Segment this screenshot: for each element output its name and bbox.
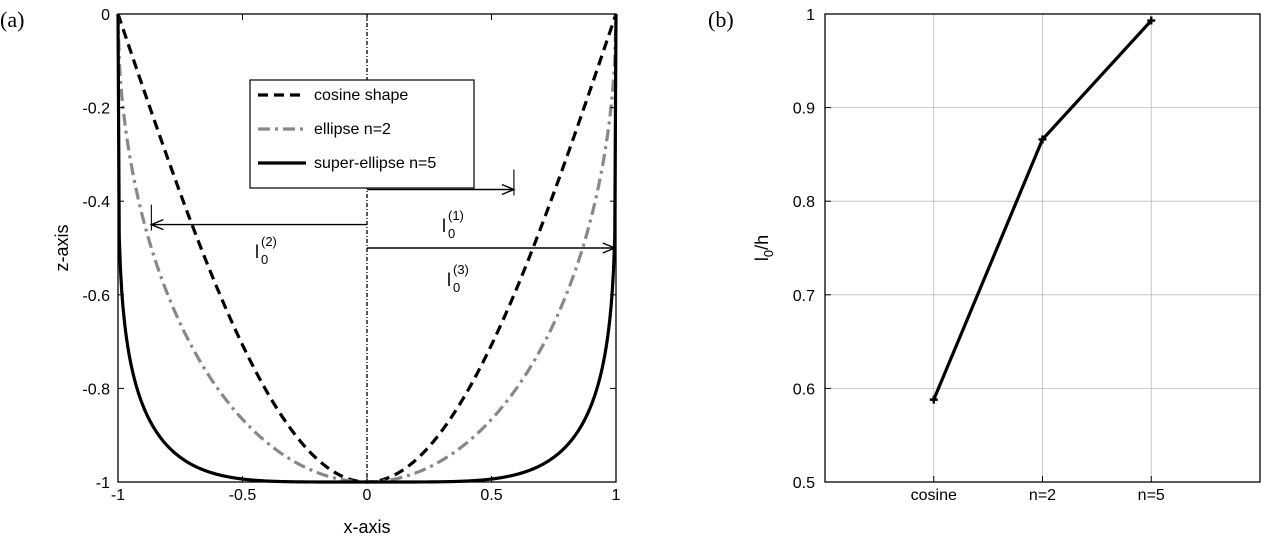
x-axis-label: x-axis [343,517,390,537]
y-axis-label: z-axis [52,224,72,271]
annotation-label-1: l [442,216,446,236]
x-tick-label: cosine [911,487,957,504]
y-tick-label: -0.2 [82,101,110,118]
legend-entry-3: super-ellipse n=5 [314,155,436,172]
annotation-label-3: l [447,270,451,290]
x-tick-label: n=5 [1138,487,1165,504]
y-tick-label: -0.6 [82,288,110,305]
x-tick-label: 0 [363,487,372,504]
chart-b: cosine n=2 n=5 0.5 0.6 0.7 0.8 0.9 1 l0/h [752,7,1261,504]
annotation-sup-2: (2) [261,234,277,249]
data-point-marker [929,395,938,404]
data-point-marker [1147,16,1156,25]
chart-a: l(1)0l(2)0l(3)0-1 -0.5 0 0.5 1-1-0.8-0.6-0.4… [52,7,621,537]
y-tick-label: 0.8 [793,194,815,211]
annotation-sup-3: (3) [453,262,469,277]
annotation-sub-3: 0 [453,280,460,295]
panel-b-label: (b) [708,7,734,32]
annotation-sup-1: (1) [448,208,464,223]
panel-a-label: (a) [0,7,24,32]
x-tick-label: -1 [111,487,125,504]
y-tick-label: 0.9 [793,101,815,118]
legend-entry-1: cosine shape [314,87,408,104]
y-tick-label: 0.7 [793,288,815,305]
data-point-marker [1038,135,1047,144]
y-tick-label: -0.8 [82,381,110,398]
legend-box [249,79,475,189]
x-tick-label: -0.5 [229,487,257,504]
y-tick-label: 1 [806,7,815,24]
x-tick-label: n=2 [1029,487,1056,504]
legend-entry-2: ellipse n=2 [314,121,391,138]
annotation-sub-1: 0 [448,226,455,241]
y-tick-label: 0 [101,7,110,24]
annotation-label-2: l [255,242,259,262]
y-tick-label: 0.5 [793,475,815,492]
x-tick-label: 0.5 [480,487,502,504]
y-tick-label: -0.4 [82,194,110,211]
x-tick-label: 1 [612,487,621,504]
y-tick-label: -1 [96,475,110,492]
y-axis-label-b: l0/h [752,235,776,261]
y-tick-label: 0.6 [793,381,815,398]
annotation-sub-2: 0 [261,252,268,267]
